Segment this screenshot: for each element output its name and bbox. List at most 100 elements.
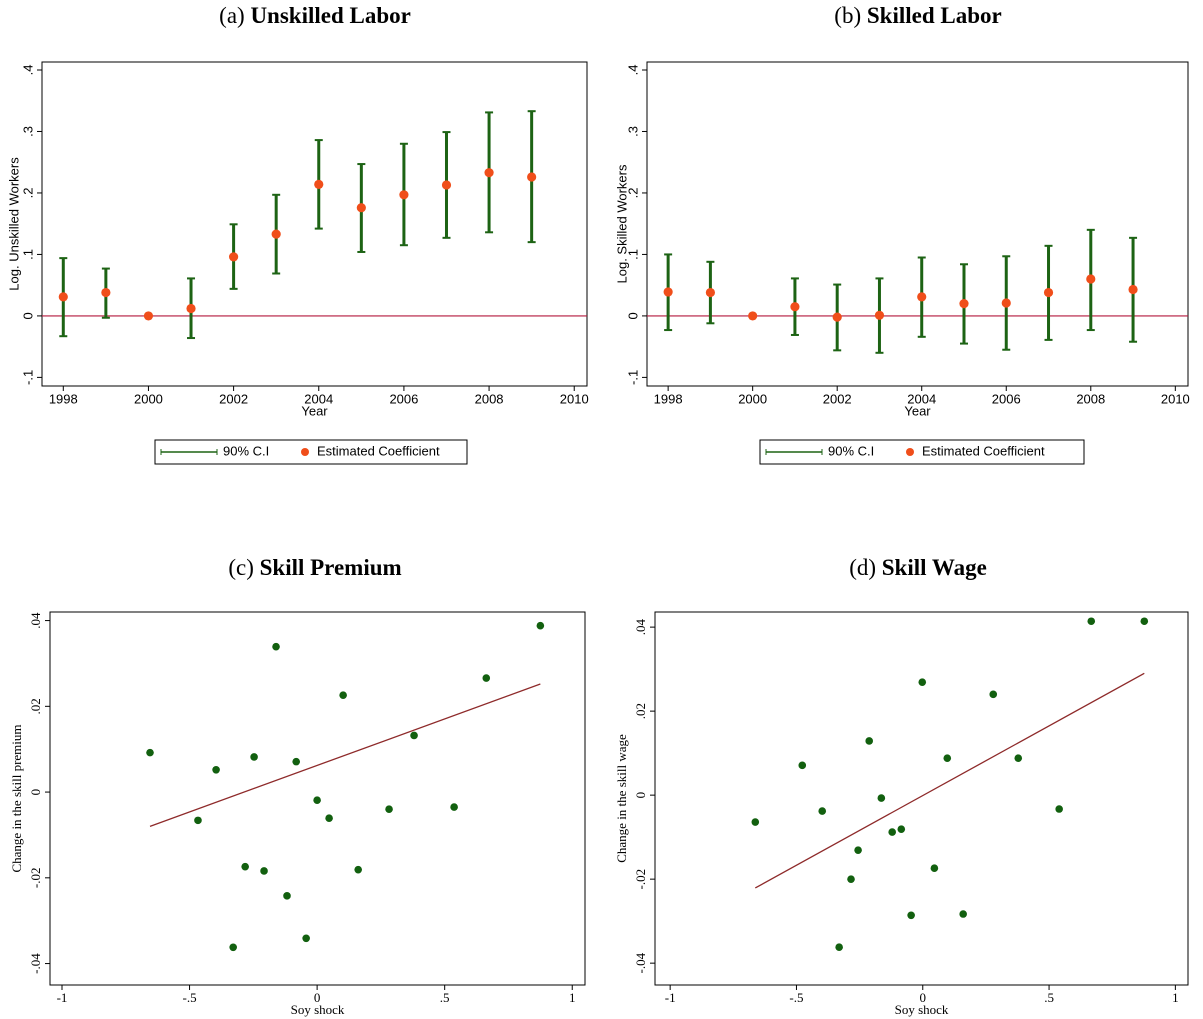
- scatter-point: [146, 748, 154, 757]
- scatter-point: [865, 737, 874, 745]
- y-axis-title: Change in the skill wage: [614, 734, 629, 863]
- x-tick-label: 1: [1172, 990, 1179, 1005]
- y-tick-label: -.02: [28, 868, 43, 889]
- panel-title: (c) Skill Premium: [228, 555, 401, 580]
- legend-label: Estimated Coefficient: [317, 443, 440, 458]
- x-axis-title: Year: [904, 403, 931, 418]
- coefficient-point: [832, 312, 842, 322]
- x-axis-title: Soy shock: [291, 1002, 345, 1017]
- scatter-point: [1087, 617, 1096, 626]
- coefficient-point: [229, 252, 239, 262]
- legend-swatch: [301, 448, 309, 456]
- scatter-point: [897, 825, 906, 833]
- x-tick-label: -1: [57, 990, 68, 1005]
- scatter-point: [877, 794, 886, 802]
- y-tick-label: -.02: [633, 869, 648, 890]
- y-axis-title: Log. Unskilled Workers: [6, 157, 21, 291]
- y-tick-label: .1: [625, 249, 640, 260]
- x-axis-title: Soy shock: [895, 1002, 949, 1017]
- coefficient-point: [271, 229, 281, 239]
- panel-label: (a): [219, 3, 245, 28]
- scatter-point: [854, 846, 862, 854]
- x-tick-label: 2004: [304, 391, 333, 406]
- scatter-point: [272, 642, 280, 651]
- y-tick-label: 0: [20, 312, 35, 319]
- scatter-point: [482, 674, 491, 682]
- x-tick-label: 2010: [560, 391, 589, 406]
- coefficient-point: [917, 292, 927, 302]
- legend-swatch: [906, 448, 914, 456]
- coefficient-point: [143, 311, 154, 321]
- scatter-point: [798, 761, 807, 770]
- coefficient-point: [101, 287, 111, 298]
- y-axis-title: Change in the skill premium: [9, 724, 24, 872]
- scatter-point: [302, 934, 310, 943]
- panel-title: (b) Skilled Labor: [834, 3, 1001, 28]
- scatter-point: [847, 875, 855, 883]
- y-tick-label: .4: [625, 65, 640, 76]
- panel-title: (a) Unskilled Labor: [219, 3, 411, 28]
- scatter-point: [385, 805, 393, 814]
- coefficient-point: [790, 302, 800, 312]
- x-tick-label: 1998: [654, 391, 683, 406]
- panel-label: (d): [849, 555, 876, 580]
- y-tick-label: -.04: [28, 953, 43, 974]
- plot-area: [646, 61, 1189, 387]
- scatter-point: [751, 818, 760, 826]
- coefficient-point: [1001, 298, 1011, 308]
- x-tick-label: -.5: [183, 990, 197, 1005]
- scatter-point: [818, 807, 827, 815]
- coefficient-point: [527, 172, 537, 182]
- coefficient-point: [58, 292, 68, 302]
- x-tick-label: 2000: [134, 391, 163, 406]
- y-tick-label: .2: [20, 188, 35, 199]
- scatter-point: [354, 865, 362, 874]
- scatter-point: [959, 910, 967, 918]
- scatter-point: [292, 757, 300, 766]
- panel-name: Skilled Labor: [867, 3, 1002, 28]
- scatter-point: [918, 678, 927, 686]
- coefficient-point: [314, 179, 324, 189]
- scatter-point: [989, 690, 998, 699]
- y-tick-label: -.1: [20, 370, 35, 385]
- x-tick-label: -1: [665, 990, 676, 1005]
- panel-label: (b): [834, 3, 861, 28]
- scatter-point: [250, 753, 258, 761]
- legend-label: 90% C.I: [828, 443, 874, 458]
- scatter-point: [930, 864, 939, 873]
- x-axis-title: Year: [301, 403, 328, 418]
- panel-label: (c): [228, 555, 254, 580]
- scatter-point: [313, 796, 321, 805]
- x-tick-label: 2004: [907, 391, 936, 406]
- y-tick-label: .04: [633, 618, 648, 635]
- scatter-point: [283, 892, 291, 900]
- x-tick-label: 2000: [738, 391, 767, 406]
- scatter-point: [835, 943, 843, 951]
- scatter-point: [1055, 805, 1063, 813]
- scatter-point: [943, 754, 952, 762]
- y-tick-label: .2: [625, 188, 640, 199]
- x-tick-label: .5: [1044, 990, 1054, 1005]
- scatter-point: [241, 862, 249, 871]
- scatter-point: [450, 803, 458, 811]
- panel-name: Skill Wage: [882, 555, 987, 580]
- y-tick-label: .1: [20, 249, 35, 260]
- x-tick-label: 2006: [992, 391, 1021, 406]
- scatter-point: [888, 828, 896, 836]
- x-tick-label: 2002: [219, 391, 248, 406]
- coefficient-point: [874, 310, 885, 320]
- scatter-point: [325, 814, 333, 823]
- plot-area: [654, 611, 1189, 986]
- y-tick-label: .3: [20, 126, 35, 137]
- coefficient-point: [441, 180, 452, 190]
- panel-name: Unskilled Labor: [250, 3, 410, 28]
- x-tick-label: 2008: [475, 391, 504, 406]
- coefficient-point: [1043, 287, 1054, 298]
- y-tick-label: 0: [28, 789, 43, 796]
- x-tick-label: 1: [569, 990, 576, 1005]
- coefficient-point: [1086, 274, 1096, 284]
- y-tick-label: .3: [625, 126, 640, 137]
- coefficient-point: [399, 190, 409, 200]
- x-tick-label: 2006: [389, 391, 418, 406]
